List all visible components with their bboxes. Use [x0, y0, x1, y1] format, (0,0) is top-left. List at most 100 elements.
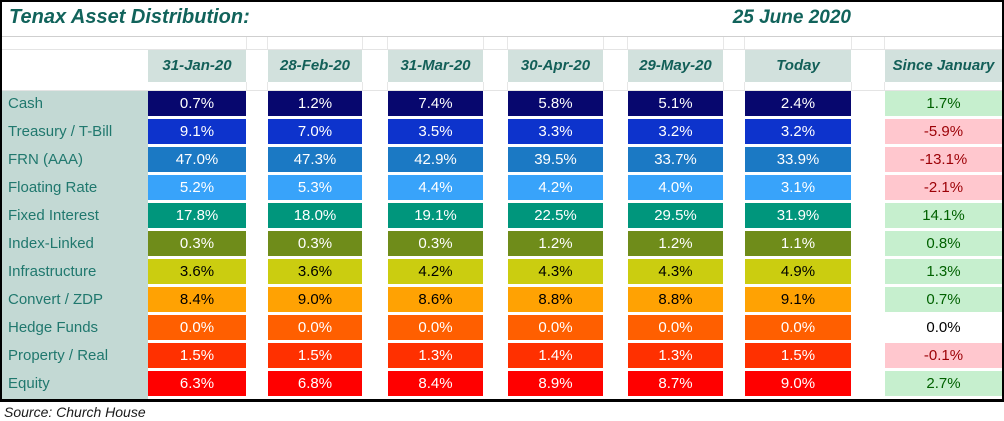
value-cell[interactable]: 8.7%	[628, 371, 723, 396]
row-label[interactable]: Index-Linked	[2, 231, 148, 259]
value-cell[interactable]: 3.6%	[268, 259, 362, 284]
value-cell[interactable]: 1.5%	[745, 343, 851, 368]
value-cell[interactable]: 33.7%	[628, 147, 723, 172]
value-cell[interactable]: 8.6%	[388, 287, 483, 312]
column-header-31-mar-20[interactable]: 31-Mar-20	[388, 50, 483, 82]
value-cell[interactable]: 0.0%	[268, 315, 362, 340]
value-cell[interactable]: 2.4%	[745, 91, 851, 116]
column-header-29-may-20[interactable]: 29-May-20	[628, 50, 723, 82]
row-label[interactable]: Property / Real	[2, 343, 148, 371]
row-label[interactable]: Convert / ZDP	[2, 287, 148, 315]
since-january-cell[interactable]: -5.9%	[885, 119, 1002, 144]
column-gap	[603, 37, 628, 49]
value-cell[interactable]: 19.1%	[388, 203, 483, 228]
value-cell[interactable]: 3.6%	[148, 259, 246, 284]
value-cell[interactable]: 5.3%	[268, 175, 362, 200]
since-january-cell[interactable]: -13.1%	[885, 147, 1002, 172]
value-cell[interactable]: 0.0%	[628, 315, 723, 340]
value-cell[interactable]: 1.3%	[628, 343, 723, 368]
value-cell[interactable]: 3.3%	[508, 119, 603, 144]
value-cell[interactable]: 31.9%	[745, 203, 851, 228]
value-cell[interactable]: 4.0%	[628, 175, 723, 200]
table-row: Convert / ZDP 8.4% 9.0% 8.6% 8.8% 8.8% 9.1% 0.7…	[2, 287, 1002, 315]
value-cell[interactable]: 1.2%	[268, 91, 362, 116]
value-cell[interactable]: 4.2%	[508, 175, 603, 200]
value-cell[interactable]: 5.8%	[508, 91, 603, 116]
since-january-cell[interactable]: 0.7%	[885, 287, 1002, 312]
value-cell[interactable]: 1.1%	[745, 231, 851, 256]
since-january-cell[interactable]: 0.8%	[885, 231, 1002, 256]
value-cell[interactable]: 1.3%	[388, 343, 483, 368]
value-cell[interactable]: 17.8%	[148, 203, 246, 228]
row-label[interactable]: Floating Rate	[2, 175, 148, 203]
value-cell[interactable]: 22.5%	[508, 203, 603, 228]
row-label[interactable]: Cash	[2, 91, 148, 119]
value-cell[interactable]: 7.4%	[388, 91, 483, 116]
value-cell[interactable]: 8.4%	[388, 371, 483, 396]
row-label[interactable]: Infrastructure	[2, 259, 148, 287]
since-january-cell[interactable]: 1.7%	[885, 91, 1002, 116]
value-cell[interactable]: 3.2%	[628, 119, 723, 144]
value-cell[interactable]: 1.5%	[268, 343, 362, 368]
row-label[interactable]: FRN (AAA)	[2, 147, 148, 175]
since-january-cell[interactable]: -0.1%	[885, 343, 1002, 368]
value-cell[interactable]: 1.2%	[628, 231, 723, 256]
value-cell[interactable]: 3.5%	[388, 119, 483, 144]
since-january-cell[interactable]: 0.0%	[885, 315, 1002, 340]
value-cell[interactable]: 6.3%	[148, 371, 246, 396]
value-cell[interactable]: 8.8%	[628, 287, 723, 312]
value-cell[interactable]: 9.1%	[745, 287, 851, 312]
value-cell[interactable]: 47.0%	[148, 147, 246, 172]
since-january-cell[interactable]: 14.1%	[885, 203, 1002, 228]
since-january-cell[interactable]: -2.1%	[885, 175, 1002, 200]
column-header-today[interactable]: Today	[745, 50, 851, 82]
value-cell[interactable]: 39.5%	[508, 147, 603, 172]
row-label[interactable]: Fixed Interest	[2, 203, 148, 231]
column-header-30-apr-20[interactable]: 30-Apr-20	[508, 50, 603, 82]
value-cell[interactable]: 7.0%	[268, 119, 362, 144]
value-cell[interactable]: 0.0%	[388, 315, 483, 340]
table-row: Treasury / T-Bill 9.1% 7.0% 3.5% 3.3% 3.2% 3.2…	[2, 119, 1002, 147]
table-row: FRN (AAA) 47.0% 47.3% 42.9% 39.5% 33.7% 33.9% -…	[2, 147, 1002, 175]
row-label[interactable]: Hedge Funds	[2, 315, 148, 343]
value-cell[interactable]: 6.8%	[268, 371, 362, 396]
value-cell[interactable]: 0.0%	[148, 315, 246, 340]
value-cell[interactable]: 8.8%	[508, 287, 603, 312]
column-header-since-january[interactable]: Since January	[885, 50, 1002, 82]
value-cell[interactable]: 9.1%	[148, 119, 246, 144]
column-header-28-feb-20[interactable]: 28-Feb-20	[268, 50, 362, 82]
value-cell[interactable]: 5.1%	[628, 91, 723, 116]
value-cell[interactable]: 42.9%	[388, 147, 483, 172]
value-cell[interactable]: 4.2%	[388, 259, 483, 284]
value-cell[interactable]: 4.3%	[628, 259, 723, 284]
since-january-cell[interactable]: 1.3%	[885, 259, 1002, 284]
value-cell[interactable]: 0.0%	[508, 315, 603, 340]
value-cell[interactable]: 18.0%	[268, 203, 362, 228]
value-cell[interactable]: 4.4%	[388, 175, 483, 200]
value-cell[interactable]: 4.3%	[508, 259, 603, 284]
value-cell[interactable]: 1.5%	[148, 343, 246, 368]
row-label[interactable]: Treasury / T-Bill	[2, 119, 148, 147]
value-cell[interactable]: 9.0%	[268, 287, 362, 312]
value-cell[interactable]: 9.0%	[745, 371, 851, 396]
value-cell[interactable]: 0.3%	[148, 231, 246, 256]
value-cell[interactable]: 0.3%	[268, 231, 362, 256]
value-cell[interactable]: 8.4%	[148, 287, 246, 312]
column-header-31-jan-20[interactable]: 31-Jan-20	[148, 50, 246, 82]
value-cell[interactable]: 29.5%	[628, 203, 723, 228]
value-cell[interactable]: 1.4%	[508, 343, 603, 368]
value-cell[interactable]: 1.2%	[508, 231, 603, 256]
value-cell[interactable]: 0.3%	[388, 231, 483, 256]
value-cell[interactable]: 3.1%	[745, 175, 851, 200]
value-cell[interactable]: 5.2%	[148, 175, 246, 200]
value-cell[interactable]: 47.3%	[268, 147, 362, 172]
value-cell[interactable]: 3.2%	[745, 119, 851, 144]
value-cell[interactable]: 0.0%	[745, 315, 851, 340]
row-label[interactable]: Equity	[2, 371, 148, 399]
value-cell[interactable]: 8.9%	[508, 371, 603, 396]
column-header-row: 31-Jan-20 28-Feb-20 31-Mar-20 30-Apr-20 29-M…	[2, 50, 1002, 82]
value-cell[interactable]: 0.7%	[148, 91, 246, 116]
value-cell[interactable]: 4.9%	[745, 259, 851, 284]
value-cell[interactable]: 33.9%	[745, 147, 851, 172]
since-january-cell[interactable]: 2.7%	[885, 371, 1002, 396]
